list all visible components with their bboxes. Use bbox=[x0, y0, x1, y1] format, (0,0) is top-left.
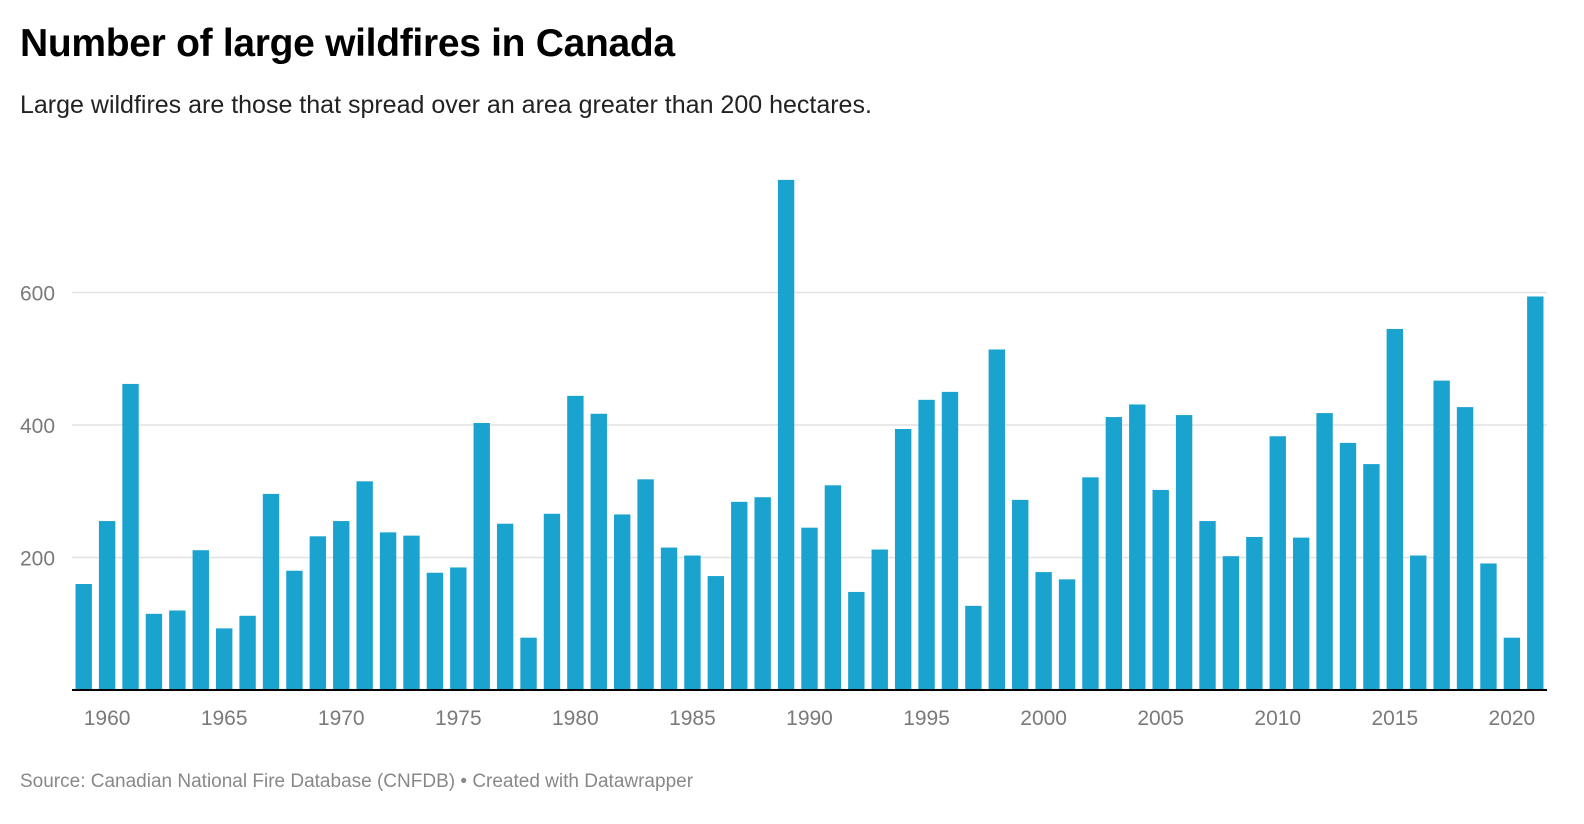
bar-2005[interactable] bbox=[1152, 489, 1169, 690]
bar-1995[interactable] bbox=[918, 399, 935, 690]
x-tick-label-1965: 1965 bbox=[201, 707, 248, 730]
bar-1986[interactable] bbox=[707, 576, 725, 690]
bar-1973[interactable] bbox=[403, 535, 420, 690]
bar-1965[interactable] bbox=[215, 628, 233, 690]
bar-2009[interactable] bbox=[1246, 536, 1263, 690]
bar-1982[interactable] bbox=[614, 514, 631, 690]
x-tick-label-2020: 2020 bbox=[1489, 707, 1536, 730]
bar-2008[interactable] bbox=[1222, 556, 1240, 690]
bar-1985[interactable] bbox=[684, 555, 701, 690]
bar-1959[interactable] bbox=[75, 584, 92, 690]
bar-2016[interactable] bbox=[1410, 555, 1427, 690]
bar-1997[interactable] bbox=[965, 605, 982, 690]
bar-1979[interactable] bbox=[543, 513, 561, 690]
bar-1967[interactable] bbox=[262, 493, 280, 690]
bar-1980[interactable] bbox=[567, 395, 584, 690]
y-tick-label-200: 200 bbox=[20, 548, 55, 571]
y-tick-labels: 200 400 600 bbox=[20, 283, 55, 571]
bar-1998[interactable] bbox=[988, 349, 1005, 690]
bar-1974[interactable] bbox=[426, 572, 444, 690]
bar-2003[interactable] bbox=[1105, 417, 1123, 690]
bar-1977[interactable] bbox=[496, 523, 514, 690]
bar-1988[interactable] bbox=[754, 497, 771, 690]
x-tick-label-1995: 1995 bbox=[903, 707, 950, 730]
bar-1992[interactable] bbox=[848, 591, 865, 690]
bar-2017[interactable] bbox=[1433, 380, 1450, 690]
x-tick-label-2005: 2005 bbox=[1137, 707, 1184, 730]
bar-1970[interactable] bbox=[333, 521, 350, 690]
source-note: Source: Canadian National Fire Database … bbox=[20, 771, 456, 792]
bar-2000[interactable] bbox=[1035, 572, 1052, 690]
bar-2001[interactable] bbox=[1058, 579, 1076, 690]
x-tick-label-2015: 2015 bbox=[1371, 707, 1418, 730]
bar-1969[interactable] bbox=[309, 536, 327, 690]
bar-2007[interactable] bbox=[1199, 521, 1216, 690]
bars bbox=[75, 179, 1544, 691]
y-tick-label-400: 400 bbox=[20, 415, 55, 438]
bar-1991[interactable] bbox=[824, 485, 842, 690]
bar-2015[interactable] bbox=[1386, 328, 1404, 690]
bar-2019[interactable] bbox=[1480, 563, 1497, 690]
bar-1990[interactable] bbox=[801, 527, 818, 690]
y-tick-label-600: 600 bbox=[20, 283, 55, 306]
credit-link[interactable]: Created with Datawrapper bbox=[472, 771, 694, 792]
x-tick-label-2010: 2010 bbox=[1254, 707, 1301, 730]
x-tick-label-1975: 1975 bbox=[435, 707, 482, 730]
bar-1996[interactable] bbox=[941, 391, 959, 691]
chart-title: Number of large wildfires in Canada bbox=[20, 22, 675, 65]
bar-1971[interactable] bbox=[356, 481, 373, 690]
bar-1972[interactable] bbox=[379, 532, 397, 690]
bar-2004[interactable] bbox=[1129, 404, 1146, 690]
bar-2006[interactable] bbox=[1175, 415, 1193, 690]
bar-2012[interactable] bbox=[1316, 413, 1333, 690]
bar-2020[interactable] bbox=[1503, 637, 1521, 690]
footer-separator: • bbox=[460, 771, 468, 792]
bar-1960[interactable] bbox=[98, 521, 116, 690]
bar-1984[interactable] bbox=[660, 547, 678, 690]
x-tick-labels: 1960 1965 1970 1975 1980 1985 1990 1995 2000 2005… bbox=[84, 707, 1535, 730]
x-tick-label-1970: 1970 bbox=[318, 707, 365, 730]
chart-footer: Source: Canadian National Fire Database … bbox=[20, 769, 693, 795]
bar-1961[interactable] bbox=[122, 383, 139, 690]
bar-1966[interactable] bbox=[239, 615, 256, 690]
bar-1993[interactable] bbox=[871, 549, 888, 690]
x-tick-label-1980: 1980 bbox=[552, 707, 599, 730]
bar-2018[interactable] bbox=[1456, 407, 1474, 690]
bar-2021[interactable] bbox=[1527, 296, 1544, 690]
bar-1983[interactable] bbox=[637, 479, 654, 690]
bar-2002[interactable] bbox=[1082, 477, 1099, 690]
bar-1994[interactable] bbox=[894, 428, 912, 690]
bar-1964[interactable] bbox=[192, 550, 209, 690]
bar-1999[interactable] bbox=[1012, 499, 1029, 690]
x-tick-label-2000: 2000 bbox=[1020, 707, 1067, 730]
bar-2014[interactable] bbox=[1363, 464, 1380, 690]
bar-1978[interactable] bbox=[520, 637, 537, 690]
bar-1963[interactable] bbox=[169, 610, 186, 691]
bar-1962[interactable] bbox=[145, 613, 163, 690]
chart-subtitle: Large wildfires are those that spread ov… bbox=[20, 91, 872, 119]
bar-1976[interactable] bbox=[473, 423, 490, 690]
bar-1987[interactable] bbox=[731, 501, 748, 690]
bar-2013[interactable] bbox=[1339, 442, 1357, 690]
bar-2011[interactable] bbox=[1292, 537, 1310, 691]
x-tick-label-1990: 1990 bbox=[786, 707, 833, 730]
bar-1989[interactable] bbox=[777, 179, 795, 691]
x-tick-label-1960: 1960 bbox=[84, 707, 131, 730]
bar-1968[interactable] bbox=[286, 570, 303, 690]
bar-1981[interactable] bbox=[590, 413, 607, 690]
x-tick-label-1985: 1985 bbox=[669, 707, 716, 730]
bar-1975[interactable] bbox=[450, 567, 467, 690]
bar-2010[interactable] bbox=[1269, 436, 1286, 690]
